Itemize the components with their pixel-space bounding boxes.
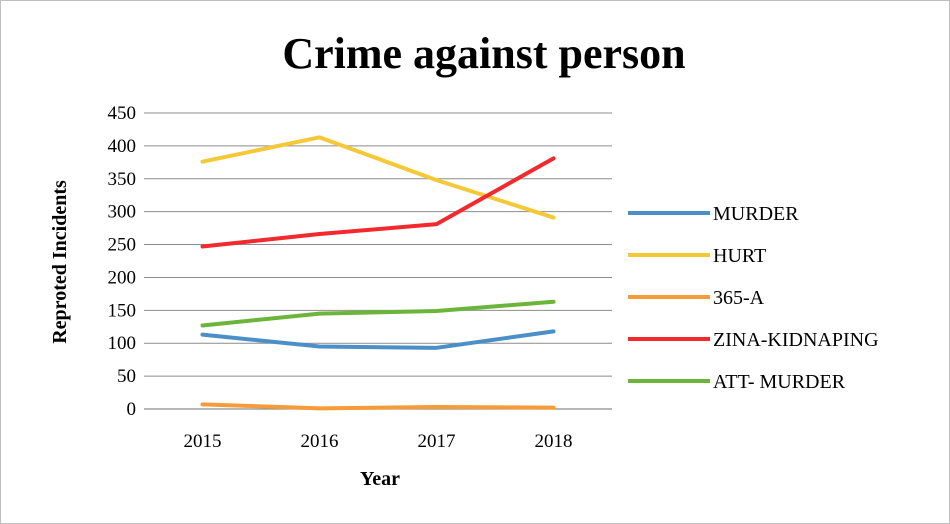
y-tick-label: 350 [108, 169, 137, 190]
series-line-murder [200, 329, 556, 350]
y-tick-label: 200 [108, 267, 137, 288]
x-tick-label: 2018 [535, 431, 573, 452]
axes: 0 50 100 150 200 250 300 350 400 450 2015 2016 2017 2… [108, 103, 612, 452]
legend-label: ATT- MURDER [713, 371, 846, 393]
legend-label: MURDER [713, 203, 799, 225]
series-line-zina-kidnaping [200, 156, 556, 249]
y-tick-label: 250 [108, 235, 137, 256]
legend-item: HURT [628, 245, 766, 267]
legend-item: MURDER [628, 203, 799, 225]
y-tick-label: 300 [108, 202, 137, 223]
y-tick-label: 400 [108, 136, 137, 157]
x-tick-label: 2016 [301, 431, 339, 452]
legend-label: HURT [713, 245, 766, 267]
series-line-att-murder [200, 299, 556, 328]
y-tick-label: 450 [108, 103, 137, 124]
series-line-365-a [200, 402, 556, 411]
legend: MURDER HURT 365-A ZINA-KIDNAPING ATT- MURDER [628, 203, 879, 393]
y-tick-label: 50 [117, 366, 136, 387]
series-line-hurt [200, 135, 556, 220]
x-tick-label: 2017 [418, 431, 456, 452]
legend-item: ZINA-KIDNAPING [628, 329, 879, 351]
y-axis-title: Reproted Incidents [49, 180, 71, 344]
legend-item: ATT- MURDER [628, 371, 846, 393]
chart-title: Crime against person [282, 29, 685, 78]
y-tick-label: 150 [108, 300, 137, 321]
y-tick-label: 100 [108, 333, 137, 354]
x-axis-title: Year [360, 468, 400, 490]
x-tick-label: 2015 [184, 431, 222, 452]
legend-label: ZINA-KIDNAPING [713, 329, 879, 351]
legend-item: 365-A [628, 287, 765, 309]
legend-label: 365-A [713, 287, 765, 309]
series-lines [200, 135, 556, 411]
y-tick-label: 0 [127, 399, 137, 420]
